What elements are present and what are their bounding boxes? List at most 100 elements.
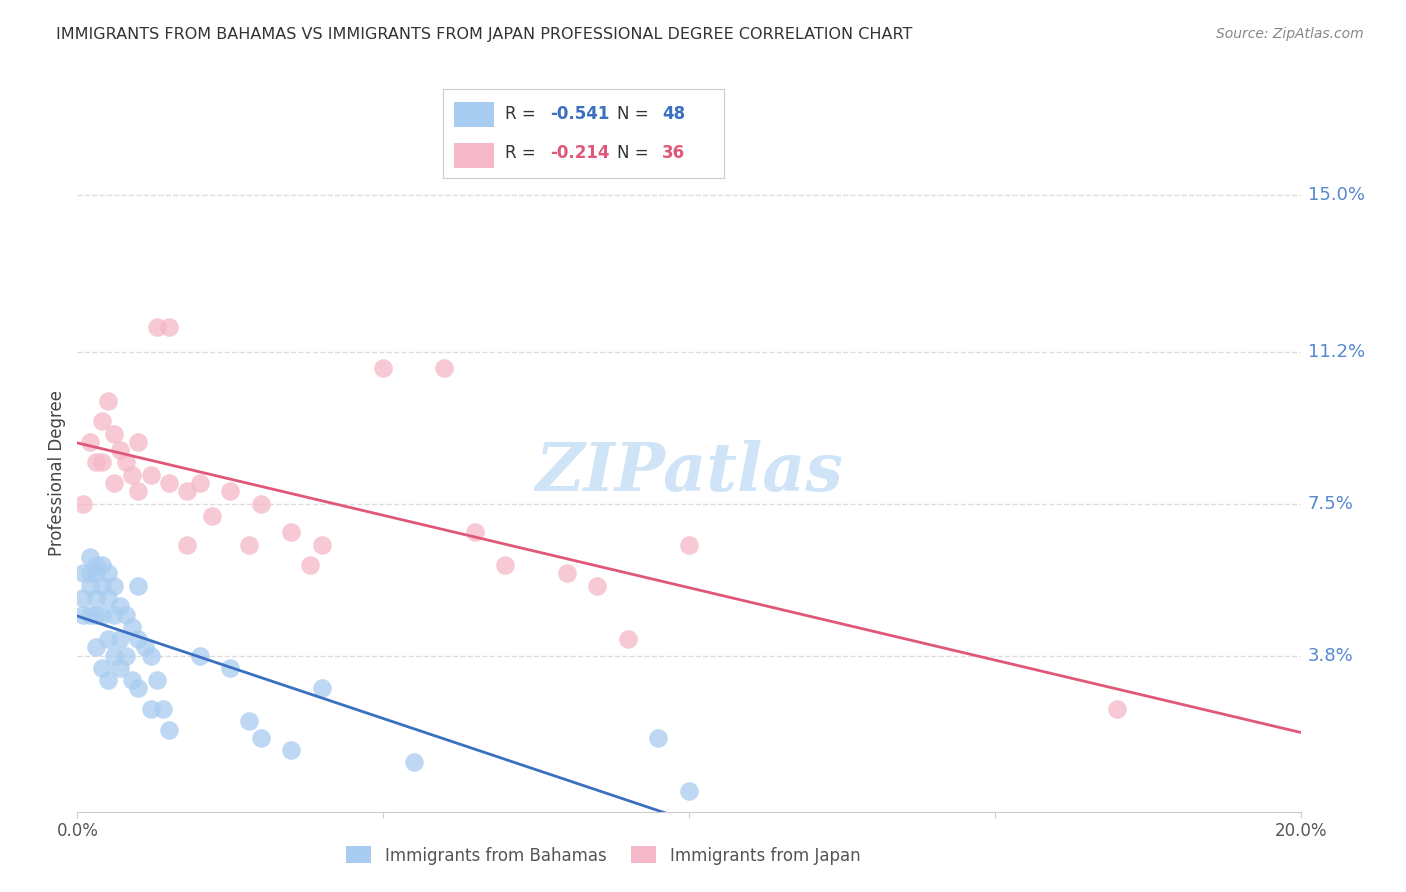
Point: [90, 455, 112, 469]
Point: [121, 467, 143, 482]
Point: [139, 648, 162, 663]
Point: [79, 579, 101, 593]
Point: [115, 607, 138, 622]
Point: [219, 484, 242, 499]
Point: [238, 714, 260, 729]
Text: 11.2%: 11.2%: [1308, 343, 1365, 360]
FancyBboxPatch shape: [454, 143, 494, 168]
Point: [115, 455, 138, 469]
Point: [678, 784, 700, 798]
Point: [79, 434, 101, 449]
Point: [97, 673, 120, 688]
Text: 48: 48: [662, 105, 685, 123]
Point: [280, 525, 302, 540]
Point: [115, 648, 138, 663]
Point: [121, 673, 143, 688]
Point: [139, 467, 162, 482]
Point: [127, 579, 149, 593]
Point: [311, 681, 333, 696]
Text: 36: 36: [662, 145, 685, 162]
Point: [103, 426, 125, 441]
Point: [79, 549, 101, 564]
Legend: Immigrants from Bahamas, Immigrants from Japan: Immigrants from Bahamas, Immigrants from…: [340, 839, 868, 871]
Text: R =: R =: [505, 105, 541, 123]
Point: [84, 455, 107, 469]
Point: [103, 579, 125, 593]
Point: [188, 476, 211, 491]
Point: [72, 497, 94, 511]
Point: [79, 607, 101, 622]
Point: [103, 648, 125, 663]
Point: [298, 558, 321, 573]
Text: ZIPatlas: ZIPatlas: [536, 441, 842, 505]
Point: [157, 476, 180, 491]
Point: [219, 661, 242, 675]
Point: [555, 566, 578, 581]
Point: [90, 579, 112, 593]
Y-axis label: Professional Degree: Professional Degree: [48, 390, 66, 556]
Point: [103, 476, 125, 491]
Point: [84, 591, 107, 605]
Point: [121, 620, 143, 634]
Point: [238, 538, 260, 552]
Point: [176, 484, 198, 499]
Text: 3.8%: 3.8%: [1308, 647, 1354, 665]
Point: [127, 681, 149, 696]
Point: [139, 702, 162, 716]
Point: [617, 632, 640, 647]
Point: [108, 632, 131, 647]
Point: [84, 566, 107, 581]
Point: [157, 723, 180, 737]
Point: [134, 640, 156, 655]
Point: [586, 579, 609, 593]
Text: -0.214: -0.214: [550, 145, 609, 162]
Point: [127, 632, 149, 647]
Point: [433, 361, 456, 376]
Point: [152, 702, 174, 716]
Point: [188, 648, 211, 663]
Point: [84, 640, 107, 655]
Point: [201, 508, 224, 523]
FancyBboxPatch shape: [454, 102, 494, 127]
Point: [371, 361, 394, 376]
Point: [90, 414, 112, 428]
Text: Source: ZipAtlas.com: Source: ZipAtlas.com: [1216, 27, 1364, 41]
Text: N =: N =: [617, 105, 654, 123]
Point: [108, 599, 131, 614]
Point: [90, 607, 112, 622]
Point: [103, 607, 125, 622]
Point: [157, 319, 180, 334]
Text: 15.0%: 15.0%: [1308, 186, 1365, 204]
Point: [97, 632, 120, 647]
Point: [79, 566, 101, 581]
Text: N =: N =: [617, 145, 654, 162]
Point: [146, 319, 169, 334]
Text: R =: R =: [505, 145, 541, 162]
Point: [127, 484, 149, 499]
Point: [72, 566, 94, 581]
Point: [250, 497, 273, 511]
Point: [176, 538, 198, 552]
Point: [108, 661, 131, 675]
Point: [90, 661, 112, 675]
Point: [97, 393, 120, 408]
Point: [127, 434, 149, 449]
Point: [108, 443, 131, 458]
Point: [678, 538, 700, 552]
Text: IMMIGRANTS FROM BAHAMAS VS IMMIGRANTS FROM JAPAN PROFESSIONAL DEGREE CORRELATION: IMMIGRANTS FROM BAHAMAS VS IMMIGRANTS FR…: [56, 27, 912, 42]
Point: [84, 558, 107, 573]
Point: [97, 566, 120, 581]
Point: [311, 538, 333, 552]
Point: [1107, 702, 1129, 716]
Point: [647, 731, 669, 745]
Point: [72, 607, 94, 622]
Point: [72, 591, 94, 605]
Point: [84, 607, 107, 622]
Point: [402, 756, 425, 770]
Point: [250, 731, 273, 745]
Text: -0.541: -0.541: [550, 105, 609, 123]
Text: 7.5%: 7.5%: [1308, 494, 1354, 513]
Point: [464, 525, 486, 540]
Point: [495, 558, 517, 573]
Point: [90, 558, 112, 573]
